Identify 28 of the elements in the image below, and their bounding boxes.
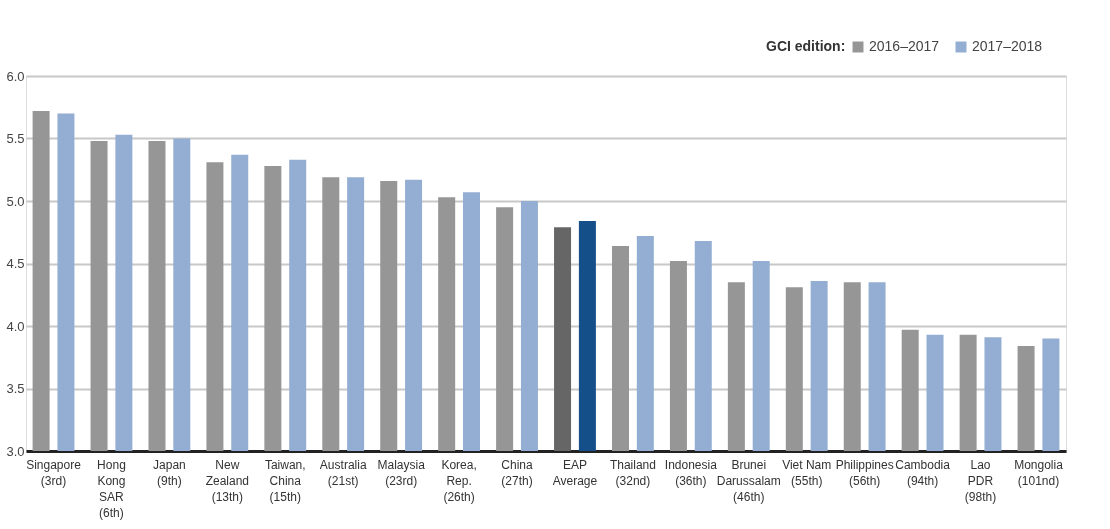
y-tick-label: 5.0 [6,193,25,209]
y-tick-label: 3.0 [6,443,25,459]
x-tick-label: China (27th) [501,457,534,488]
x-tick-label: Thailand (32nd) [609,457,656,488]
x-tick-label: Cambodia (94th) [895,457,951,488]
y-tick-label: 6.0 [6,68,25,84]
y-tick-label: 5.5 [6,131,25,146]
y-tick-label: 4.0 [6,318,25,334]
x-tick-label: Japan (9th) [153,457,186,488]
x-tick-label: Indonesia (36th) [664,457,718,488]
legend-label: 2017–2018 [972,38,1043,54]
x-tick-label: Hong Kong SAR (6th) [97,457,126,520]
y-tick-label: 3.5 [6,381,25,396]
x-tick-label: Malaysia (23rd) [377,457,426,488]
x-tick-label: EAP Average [552,457,598,488]
x-tick-label: Mongolia (101nd) [1014,457,1064,488]
x-tick-label: Taiwan, China (15th) [264,457,306,504]
y-tick-label: 4.5 [6,256,25,271]
x-tick-label: Viet Nam (55th) [782,457,832,488]
legend-title: GCI edition: [766,38,846,54]
legend-label: 2016–2017 [869,38,940,54]
x-tick-label: Lao PDR (98th) [964,457,997,504]
x-tick-label: New Zealand (13th) [205,457,250,504]
x-tick-label: Singapore (3rd) [26,457,82,488]
x-tick-label: Brunei Darussalam (46th) [716,457,781,504]
x-tick-label: Philippines (56th) [835,457,894,488]
x-tick-label: Korea, Rep. (26th) [441,457,477,504]
x-tick-label: Australia (21st) [319,457,367,488]
